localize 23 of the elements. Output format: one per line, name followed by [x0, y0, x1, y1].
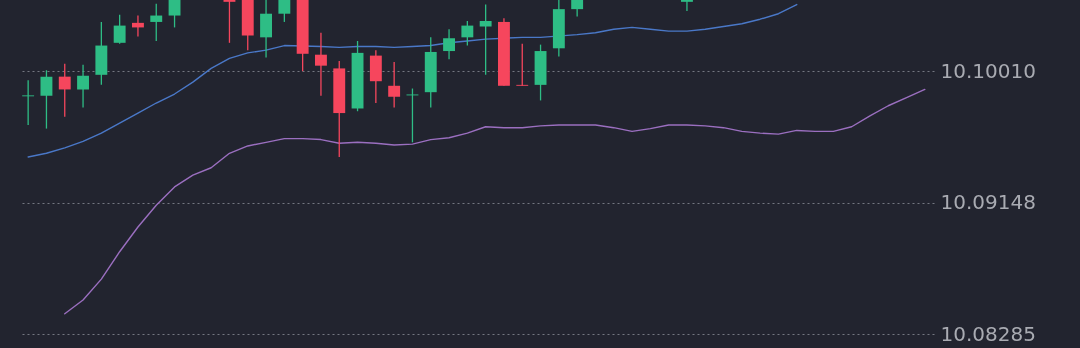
candlestick	[77, 64, 89, 109]
candlestick	[40, 69, 53, 130]
candlestick	[461, 20, 474, 47]
candlestick	[168, 0, 181, 29]
candlestick	[260, 0, 272, 59]
y-tick-label: 10.08285	[940, 321, 1036, 346]
candlestick	[406, 87, 419, 143]
candlestick	[315, 32, 327, 97]
candlestick	[479, 3, 492, 76]
candlestick	[223, 0, 236, 44]
candlestick	[150, 3, 163, 42]
candlestick	[278, 0, 291, 23]
candlestick	[443, 28, 455, 60]
y-tick-label: 10.09148	[940, 190, 1036, 214]
candlestick	[681, 0, 693, 12]
candlestick	[58, 63, 71, 118]
y-tick-label: 10.10010	[940, 58, 1036, 83]
candlestick	[22, 79, 35, 126]
candlestick	[388, 61, 401, 109]
candlestick	[113, 13, 126, 45]
line-series	[64, 88, 926, 315]
candlestick	[516, 43, 529, 87]
line-series	[27, 3, 798, 158]
